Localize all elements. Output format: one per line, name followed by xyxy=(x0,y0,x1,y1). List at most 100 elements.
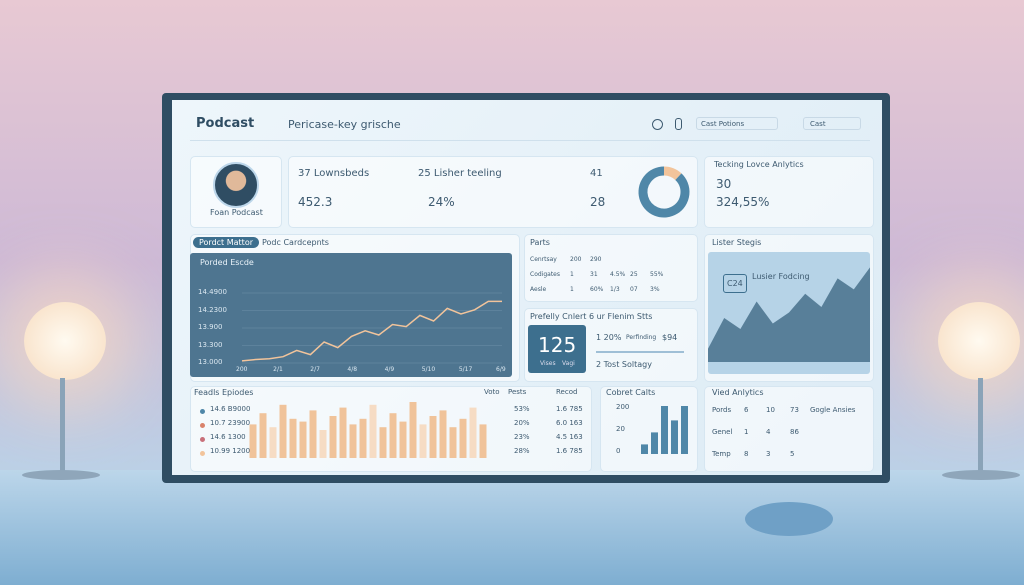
bar xyxy=(389,413,397,458)
promo-value: $94 xyxy=(662,333,678,342)
bar xyxy=(309,410,317,458)
bar xyxy=(379,427,387,458)
table-cell: 4 xyxy=(766,428,771,436)
parts-cell: 290 xyxy=(590,256,602,263)
page-title: Pericase-key grische xyxy=(288,118,401,131)
analytics-count: 30 xyxy=(716,177,732,191)
logo: Podcast xyxy=(196,116,255,131)
x-tick-label: 2/7 xyxy=(310,366,320,373)
donut-segment xyxy=(638,166,690,218)
bar xyxy=(279,404,287,458)
filter-select[interactable]: Cast Potions xyxy=(696,117,778,130)
area-series xyxy=(708,267,870,362)
parts-cell: Aesle xyxy=(530,286,547,293)
episodes-title: Feadls Epiodes xyxy=(194,388,254,397)
votes-header: Voto xyxy=(484,388,500,396)
table-cell: 86 xyxy=(790,428,799,436)
table-header: Pords xyxy=(712,406,732,414)
stat-label: 37 Lownsbeds xyxy=(298,168,370,179)
area-badge: C24 xyxy=(723,274,747,293)
table-header: 10 xyxy=(766,406,775,414)
promo-label: Perfinding xyxy=(626,334,657,341)
area-badge-label: Lusier Fodcing xyxy=(752,272,810,281)
parts-cell: 4.5% xyxy=(610,271,626,278)
episode-item: 10.7 23900 xyxy=(210,419,251,427)
y-tick-label: 14.2300 xyxy=(198,305,227,314)
column xyxy=(681,406,688,454)
bar xyxy=(259,413,267,458)
episode-item: 14.6 1300 xyxy=(210,433,246,441)
mouse xyxy=(745,502,833,536)
table-cell: Temp xyxy=(712,450,731,458)
bar xyxy=(449,427,457,458)
table-cell: 5 xyxy=(790,450,795,458)
cast-button[interactable]: Cast xyxy=(803,117,861,130)
lamp-left-stand xyxy=(60,378,65,473)
legend-dot xyxy=(200,437,205,442)
episode-item: 14.6 B9000 xyxy=(210,405,251,413)
bar xyxy=(369,404,377,458)
bar xyxy=(459,418,467,458)
parts-cell: 07 xyxy=(630,286,638,293)
promo-title: Prefelly Cnlert 6 ur Flenim Stts xyxy=(530,312,653,321)
parts-cell: 1 xyxy=(570,271,574,278)
y-tick-label: 0 xyxy=(616,447,621,455)
line-chart-title: Porded Escde xyxy=(200,258,254,267)
bar xyxy=(399,421,407,458)
columns-chart xyxy=(641,406,688,454)
lamp-right xyxy=(938,302,1020,380)
legend-dot xyxy=(200,423,205,428)
parts-panel xyxy=(524,234,698,302)
line-chart-bg xyxy=(190,253,512,377)
lamp-left-base xyxy=(22,470,100,480)
bar xyxy=(479,424,487,458)
icon-mic[interactable] xyxy=(675,118,682,130)
x-tick-label: 4/9 xyxy=(384,366,395,373)
line-tab[interactable]: Pordct Mattor xyxy=(193,237,259,248)
line-panel-title: Podc Cardcepnts xyxy=(262,238,329,247)
bar xyxy=(469,407,477,458)
x-tick-label: 4/8 xyxy=(347,366,358,373)
parts-cell: Cenrtsay xyxy=(530,256,557,263)
votes-cell: 4.5 163 xyxy=(556,433,583,441)
bar xyxy=(319,430,327,458)
parts-cell: 25 xyxy=(630,271,638,278)
table-cell: Genel xyxy=(712,428,733,436)
analytics-title: Tecking Lovce Anlytics xyxy=(714,160,804,169)
bar xyxy=(409,402,417,458)
x-tick-label: 2/1 xyxy=(273,366,283,373)
bar xyxy=(439,410,447,458)
y-tick-label: 13.300 xyxy=(198,340,223,349)
promo-slider[interactable] xyxy=(596,351,684,353)
desk xyxy=(0,470,1024,585)
column xyxy=(641,444,648,454)
episode-item: 10.99 1200 xyxy=(210,447,251,455)
votes-cell: 23% xyxy=(514,433,530,441)
bar xyxy=(289,418,297,458)
parts-cell: Codigates xyxy=(530,271,560,278)
table-header: 6 xyxy=(744,406,749,414)
bar xyxy=(359,418,367,458)
bar xyxy=(419,424,427,458)
x-tick-label: 200 xyxy=(236,366,248,373)
parts-cell: 60% xyxy=(590,286,604,293)
stat-value: 28 xyxy=(590,195,606,209)
bar xyxy=(249,424,257,458)
parts-cell: 31 xyxy=(590,271,598,278)
icon-search[interactable] xyxy=(652,119,663,130)
promo-sub: Vises xyxy=(540,360,556,367)
legend-dot xyxy=(200,451,205,456)
promo-sub: Vagi xyxy=(562,360,575,367)
stat-label: 25 Lisher teeling xyxy=(418,168,502,179)
bar xyxy=(329,416,337,458)
table-header: 73 xyxy=(790,406,799,414)
analytics-card xyxy=(704,156,874,228)
donut-segment xyxy=(663,166,682,181)
promo-line: 1 20% xyxy=(596,333,622,342)
stats-card xyxy=(288,156,698,228)
parts-cell: 1/3 xyxy=(610,286,620,293)
promo-tile xyxy=(528,325,586,373)
line-series xyxy=(241,300,502,362)
area-title: Lister Stegis xyxy=(712,238,762,247)
